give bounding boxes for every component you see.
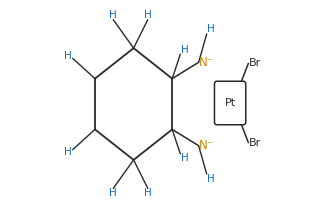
Text: H: H — [180, 153, 188, 163]
Text: H: H — [144, 188, 152, 198]
Text: H: H — [64, 51, 71, 61]
Text: Br: Br — [248, 138, 261, 148]
Text: H: H — [180, 45, 188, 55]
FancyBboxPatch shape — [214, 81, 246, 125]
Text: Br: Br — [248, 58, 261, 68]
Text: N⁻: N⁻ — [199, 56, 214, 69]
Text: H: H — [207, 24, 215, 34]
Text: H: H — [64, 147, 71, 157]
Text: H: H — [109, 10, 117, 20]
Text: H: H — [109, 188, 117, 198]
Text: Pt: Pt — [225, 98, 236, 108]
Text: H: H — [144, 10, 152, 20]
Text: H: H — [207, 174, 215, 184]
Text: N⁻: N⁻ — [199, 139, 214, 152]
